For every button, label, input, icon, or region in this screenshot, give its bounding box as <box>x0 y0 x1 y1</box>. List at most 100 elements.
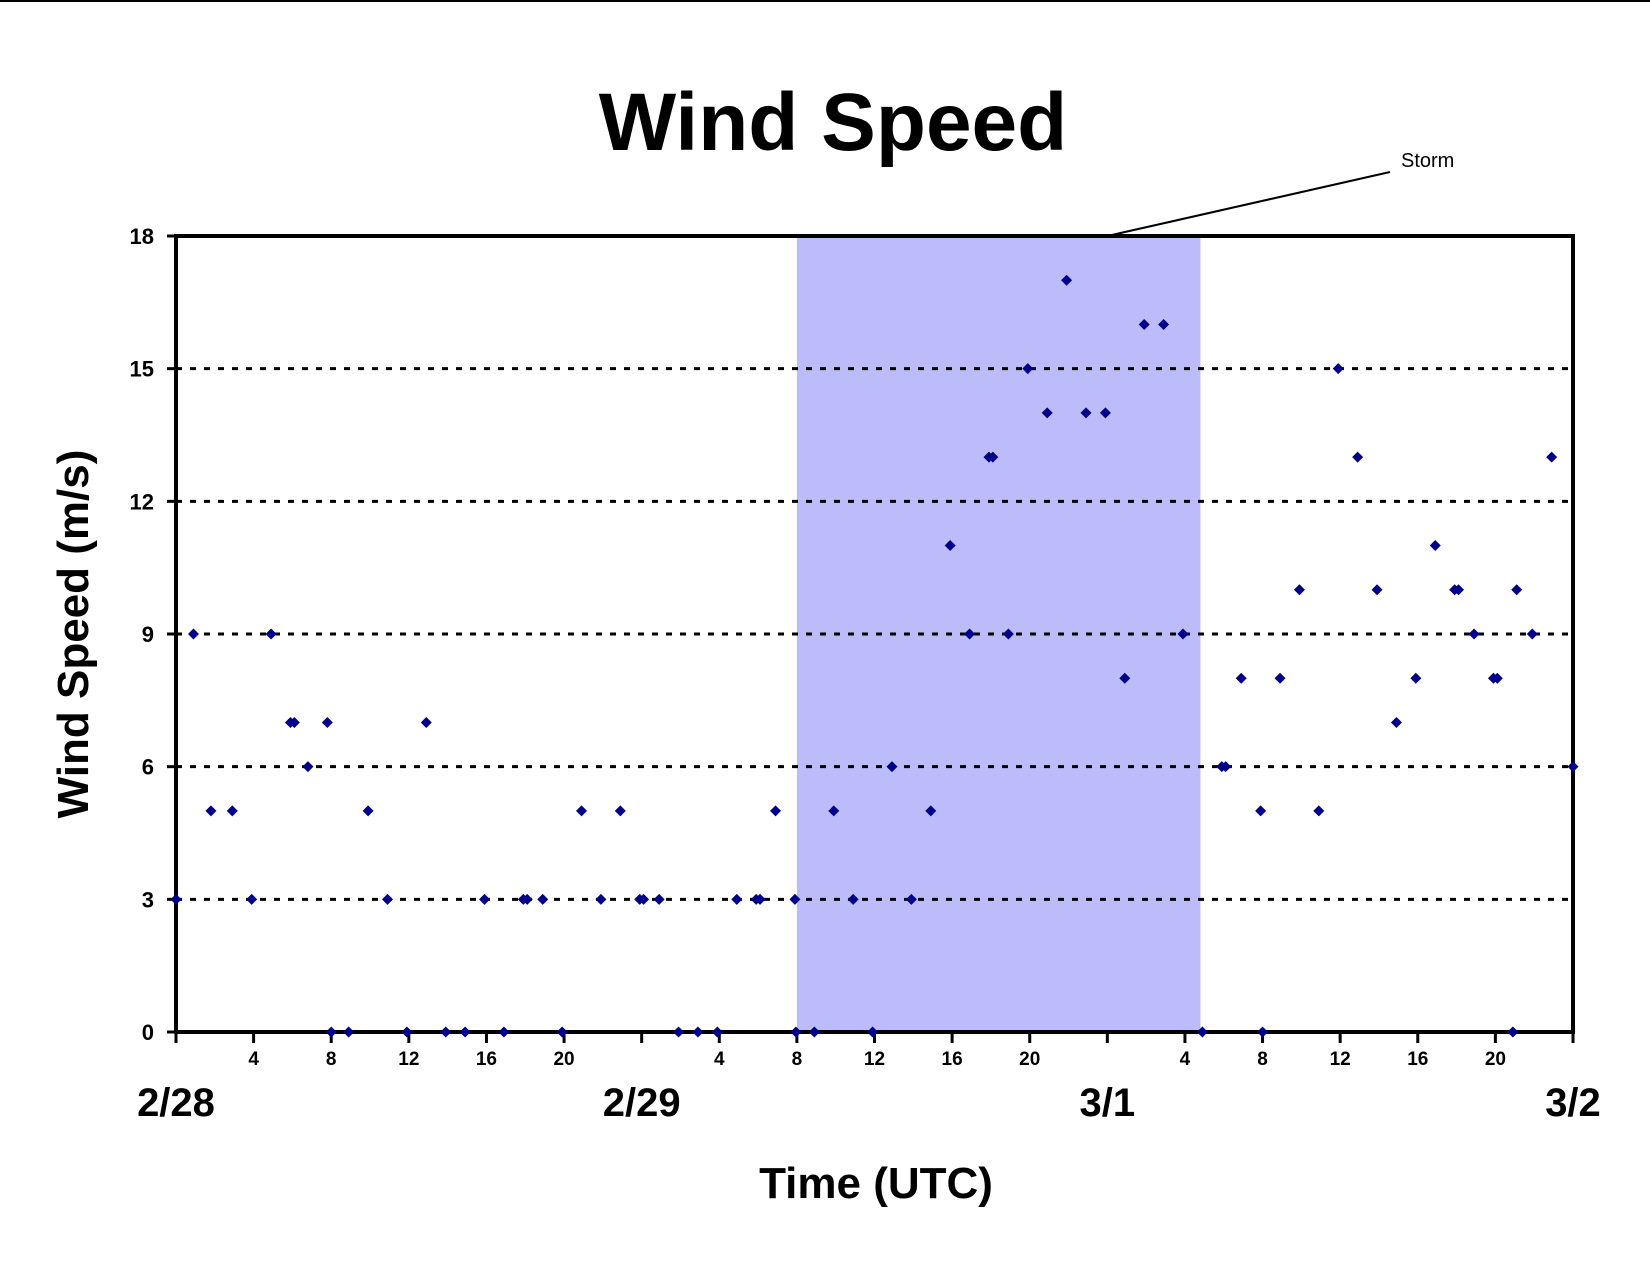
data-point <box>521 893 533 905</box>
data-point <box>1235 672 1247 684</box>
data-point <box>1546 451 1558 463</box>
data-point <box>537 893 549 905</box>
chart-title: Wind Speed <box>599 77 1068 168</box>
data-point <box>1410 672 1422 684</box>
data-point <box>964 628 976 640</box>
data-point <box>187 628 199 640</box>
data-point <box>1041 407 1053 419</box>
data-point <box>1567 761 1579 773</box>
data-point <box>302 761 314 773</box>
data-point <box>1511 584 1523 596</box>
data-point <box>987 451 999 463</box>
data-point <box>381 893 393 905</box>
y-tick-label-9: 9 <box>142 622 154 647</box>
y-tick-label-12: 12 <box>130 489 154 514</box>
data-point <box>638 893 650 905</box>
data-point <box>1257 1026 1269 1038</box>
data-point <box>1220 761 1232 773</box>
x-tick-label: 4 <box>714 1049 725 1070</box>
data-point <box>401 1026 413 1038</box>
data-point <box>828 805 840 817</box>
y-tick-label-0: 0 <box>142 1020 154 1045</box>
date-label-2-28: 2/28 <box>137 1081 215 1125</box>
data-point <box>556 1026 568 1038</box>
data-point <box>1468 628 1480 640</box>
x-tick-label: 20 <box>1485 1049 1506 1070</box>
data-point <box>1061 274 1073 286</box>
x-tick-label: 4 <box>248 1049 259 1070</box>
x-tick-label: 8 <box>326 1049 337 1070</box>
x-tick-label: 4 <box>1180 1049 1191 1070</box>
data-point <box>170 893 182 905</box>
data-point <box>1507 1026 1519 1038</box>
x-tick-label: 12 <box>1330 1049 1351 1070</box>
data-point <box>288 716 300 728</box>
data-point <box>808 1026 820 1038</box>
x-tick-label: 20 <box>1019 1049 1040 1070</box>
data-point <box>867 1026 879 1038</box>
data-point <box>1313 805 1325 817</box>
y-tick-label-3: 3 <box>142 887 154 912</box>
data-point <box>246 893 258 905</box>
data-point <box>1526 628 1538 640</box>
data-point <box>440 1026 452 1038</box>
data-point <box>226 805 238 817</box>
data-point <box>1158 318 1170 330</box>
data-point <box>925 805 937 817</box>
data-point <box>653 893 665 905</box>
data-point <box>1080 407 1092 419</box>
storm-annotation-leader <box>1107 171 1391 237</box>
y-tick-label-15: 15 <box>130 357 154 382</box>
y-axis-title: Wind Speed (m/s) <box>49 450 98 819</box>
data-point <box>673 1026 685 1038</box>
data-point <box>944 540 956 552</box>
y-tick-labels: 0 3 6 9 12 15 18 <box>130 224 154 1045</box>
page-top-border <box>0 0 1650 2</box>
data-points <box>170 274 1579 1038</box>
date-labels: 2/28 2/29 3/1 3/2 <box>137 1081 1601 1125</box>
x-tick-label: 8 <box>792 1049 803 1070</box>
data-point <box>1196 1026 1208 1038</box>
data-point <box>459 1026 471 1038</box>
data-point <box>1099 407 1111 419</box>
data-point <box>205 805 217 817</box>
storm-shaded-region <box>796 236 1201 1032</box>
data-point <box>1352 451 1364 463</box>
data-point <box>1177 628 1189 640</box>
x-tick-label: 20 <box>553 1049 574 1070</box>
x-tick-label: 16 <box>1407 1049 1428 1070</box>
x-tick-label: 12 <box>398 1049 419 1070</box>
data-point <box>1453 584 1465 596</box>
data-point <box>1429 540 1441 552</box>
x-tick-labels: 4 8 12 16 20 4 8 12 16 20 4 8 12 16 20 <box>248 1049 1506 1070</box>
data-point <box>1255 805 1267 817</box>
data-point <box>595 893 607 905</box>
data-point <box>692 1026 704 1038</box>
x-tick-label: 16 <box>942 1049 963 1070</box>
data-point <box>614 805 626 817</box>
data-point <box>1332 363 1344 375</box>
data-point <box>1390 716 1402 728</box>
data-point <box>420 716 432 728</box>
data-point <box>479 893 491 905</box>
data-point <box>362 805 374 817</box>
data-point <box>325 1026 337 1038</box>
data-point <box>1119 672 1131 684</box>
data-point <box>1293 584 1305 596</box>
data-point <box>905 893 917 905</box>
data-point <box>847 893 859 905</box>
storm-annotation-label: Storm <box>1401 150 1454 172</box>
data-point <box>321 716 333 728</box>
data-point <box>1138 318 1150 330</box>
x-axis-title: Time (UTC) <box>759 1159 993 1208</box>
data-point <box>498 1026 510 1038</box>
data-point <box>886 761 898 773</box>
data-point <box>1274 672 1286 684</box>
date-label-3-2: 3/2 <box>1545 1081 1601 1125</box>
y-tick-label-6: 6 <box>142 755 154 780</box>
data-point <box>1002 628 1014 640</box>
x-tick-label: 12 <box>864 1049 885 1070</box>
data-point <box>343 1026 355 1038</box>
x-tick-label: 16 <box>476 1049 497 1070</box>
